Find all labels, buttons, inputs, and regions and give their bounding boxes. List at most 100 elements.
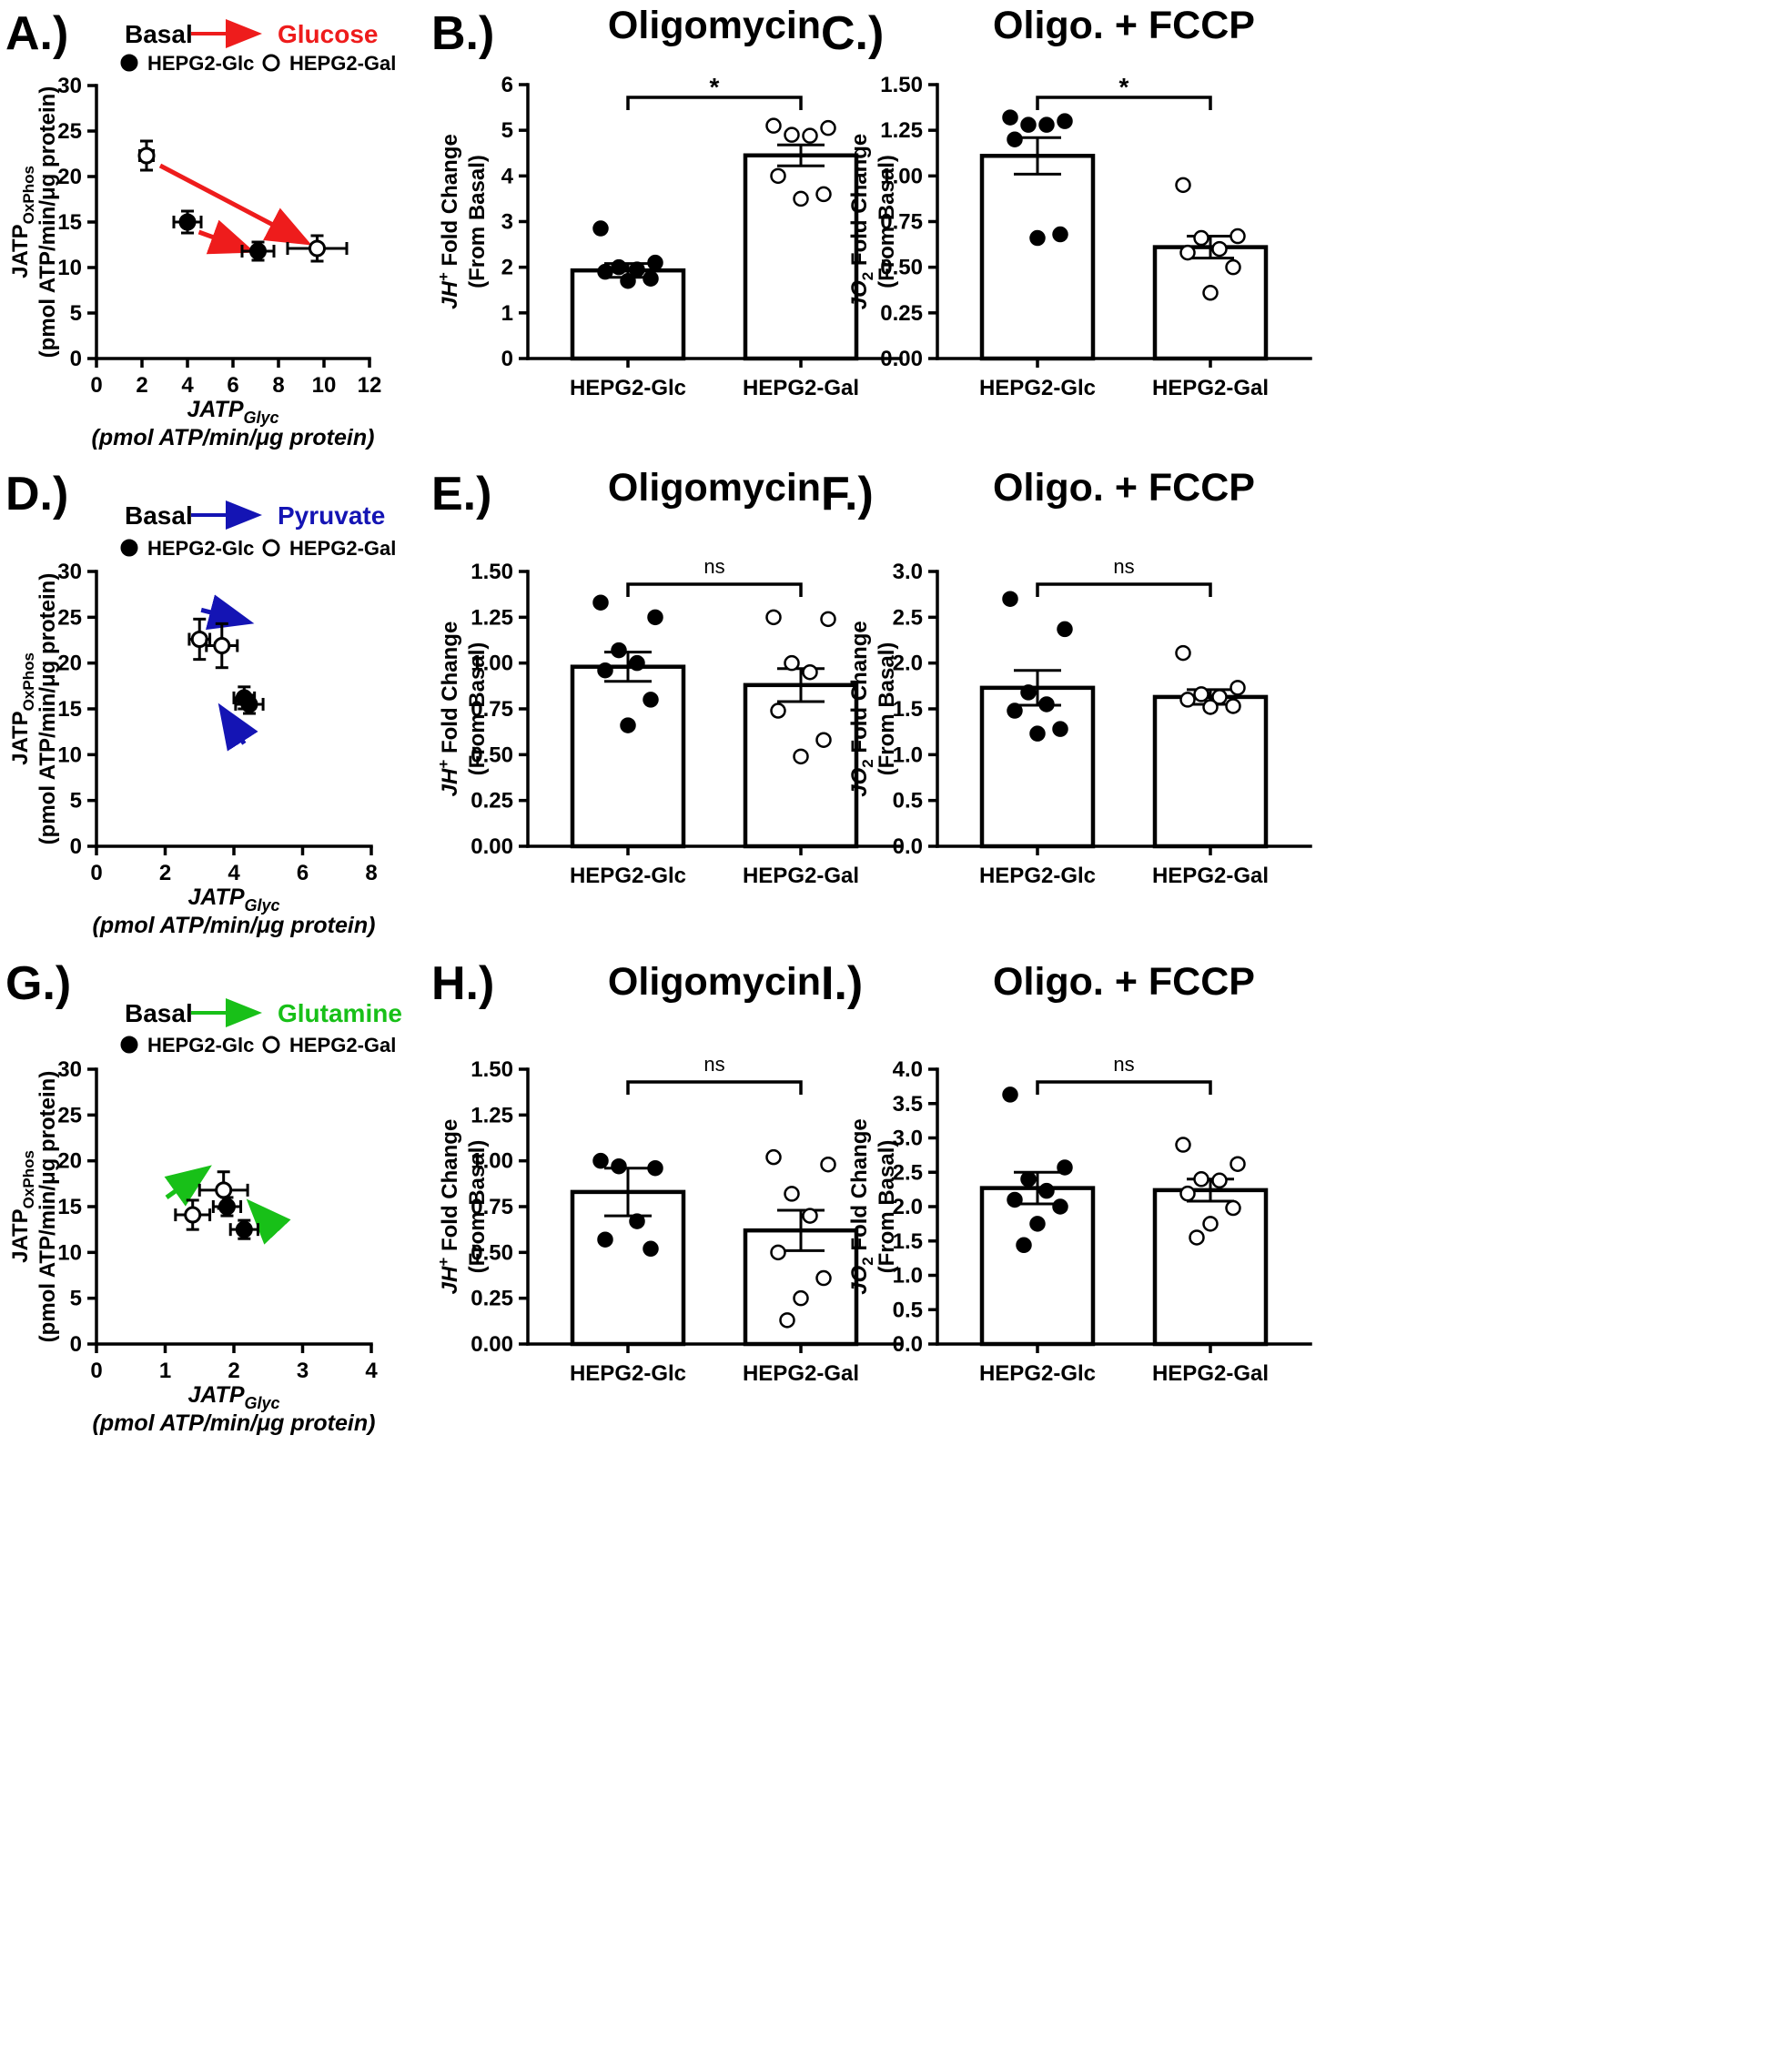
y-tick-label: 6 bbox=[501, 73, 513, 97]
x-tick-label: 2 bbox=[159, 861, 171, 885]
data-point-open bbox=[1179, 244, 1196, 261]
data-point-filled bbox=[1020, 1171, 1037, 1188]
y-tick-label: 25 bbox=[57, 1103, 82, 1127]
y-tick-label: 0 bbox=[70, 347, 82, 371]
y-tick-label: 1.50 bbox=[471, 560, 513, 584]
x-tick-label: HEPG2-Glc bbox=[570, 864, 686, 888]
y-tick-label: 10 bbox=[57, 256, 82, 280]
y-tick-label: 0.75 bbox=[880, 210, 923, 235]
data-point-open bbox=[779, 1312, 795, 1329]
data-point-filled bbox=[1002, 1087, 1018, 1103]
legend-open-marker-icon bbox=[262, 539, 280, 557]
panel-c: C.) Oligo. + FCCP 0.00 0.25 0.50 0.75 1.00 1.25… bbox=[821, 4, 1312, 400]
bar-hepg2-glc bbox=[979, 685, 1096, 849]
y-tick-label: 0.5 bbox=[893, 789, 923, 814]
data-point-open bbox=[820, 611, 836, 628]
significance-bracket bbox=[1036, 582, 1212, 597]
data-point-filled bbox=[620, 717, 636, 733]
legend-filled-marker-icon bbox=[120, 539, 138, 557]
bar-hepg2-glc bbox=[570, 664, 686, 849]
y-tick-label: 2.5 bbox=[893, 605, 923, 630]
data-point-filled bbox=[643, 1240, 659, 1258]
y-tick-label: 1.25 bbox=[471, 605, 513, 630]
panel-label: E.) bbox=[431, 468, 491, 521]
y-tick-label: 2 bbox=[501, 256, 513, 280]
panel-label: G.) bbox=[5, 957, 71, 1010]
y-tick-label: 10 bbox=[57, 743, 82, 767]
bar-hepg2-glc bbox=[979, 154, 1096, 361]
x-tick-label: 8 bbox=[272, 373, 284, 398]
significance-bracket bbox=[626, 582, 803, 597]
data-point-open bbox=[820, 1156, 836, 1173]
y-tick-label: 0.25 bbox=[471, 1287, 513, 1311]
y-tick-label: 3.0 bbox=[893, 1127, 923, 1151]
data-point-filled bbox=[629, 261, 645, 278]
legend-series-filled: HEPG2-Glc bbox=[147, 537, 254, 560]
data-point-open bbox=[765, 1148, 782, 1166]
y-tick-label: 25 bbox=[57, 119, 82, 144]
x-tick-label: 4 bbox=[228, 861, 240, 885]
data-point-open bbox=[1211, 240, 1228, 258]
y-tick-label: 15 bbox=[57, 210, 82, 235]
panel-label: H.) bbox=[431, 957, 494, 1010]
data-point-open bbox=[1175, 177, 1191, 194]
x-tick-label: 6 bbox=[227, 373, 238, 398]
x-tick-label: 1 bbox=[159, 1359, 171, 1383]
data-point-filled bbox=[597, 263, 613, 280]
data-point-open bbox=[1189, 1229, 1205, 1246]
data-point-filled bbox=[1002, 109, 1018, 126]
data-point-open bbox=[1211, 1172, 1228, 1189]
data-point-open bbox=[765, 609, 782, 626]
panel-label: C.) bbox=[821, 7, 884, 60]
data-point-filled bbox=[611, 258, 627, 276]
x-axis-units: (pmol ATP/min/μg protein) bbox=[93, 913, 376, 938]
y-axis-units: (pmol ATP/min/μg protein) bbox=[35, 86, 60, 359]
data-point-open bbox=[1230, 227, 1246, 245]
legend-series-open: HEPG2-Gal bbox=[289, 537, 396, 560]
data-point-filled bbox=[1029, 229, 1046, 247]
panel-f: F.) Oligo. + FCCP 0.0 0.5 1.0 1.5 2.0 2.5 3.0 JO2… bbox=[821, 466, 1312, 888]
y-axis-units: (From Basal) bbox=[465, 642, 490, 776]
x-axis-title: JATPGlyc bbox=[187, 1382, 279, 1412]
legend-open-marker-icon bbox=[262, 1036, 280, 1054]
y-tick-label: 3.5 bbox=[893, 1092, 923, 1117]
transition-arrow bbox=[218, 702, 258, 752]
data-point-open bbox=[793, 1289, 809, 1307]
y-tick-label: 0 bbox=[501, 347, 513, 371]
panel-a: A.) Basal Glucose HEPG2-Glc HEPG2-Gal 0 5 10 15 2… bbox=[5, 7, 396, 450]
data-point-open bbox=[1230, 680, 1246, 696]
significance-label: * bbox=[1119, 73, 1129, 101]
y-tick-label: 30 bbox=[57, 1057, 82, 1082]
x-tick-label: HEPG2-Gal bbox=[743, 1361, 859, 1386]
significance-label: ns bbox=[1113, 555, 1134, 578]
y-tick-label: 5 bbox=[70, 789, 82, 814]
panel-label: D.) bbox=[5, 468, 68, 521]
legend-to-label: Pyruvate bbox=[278, 501, 385, 530]
legend-from-label: Basal bbox=[125, 501, 193, 530]
y-tick-label: 5 bbox=[70, 301, 82, 326]
bar-hepg2-gal bbox=[1152, 1188, 1269, 1347]
x-tick-label: 0 bbox=[90, 1359, 102, 1383]
y-tick-label: 5 bbox=[501, 118, 513, 143]
data-point-filled bbox=[1038, 1182, 1055, 1199]
data-point-open bbox=[213, 637, 231, 655]
legend-series-filled: HEPG2-Glc bbox=[147, 1034, 254, 1056]
y-tick-label: 1.5 bbox=[893, 697, 923, 722]
y-tick-label: 4 bbox=[501, 164, 514, 188]
x-tick-label: HEPG2-Glc bbox=[979, 864, 1096, 888]
y-tick-label: 10 bbox=[57, 1240, 82, 1265]
data-point-filled bbox=[1029, 1216, 1046, 1232]
x-tick-label: HEPG2-Gal bbox=[1152, 376, 1269, 400]
y-tick-label: 20 bbox=[57, 1149, 82, 1174]
data-point-open bbox=[1202, 1216, 1219, 1232]
data-point-open bbox=[1175, 644, 1191, 662]
data-point-filled bbox=[1029, 725, 1046, 742]
data-point-open bbox=[784, 126, 800, 143]
y-axis-units: (From Basal) bbox=[875, 155, 899, 288]
data-point-filled bbox=[597, 662, 613, 679]
data-point-filled bbox=[629, 1213, 645, 1229]
data-point-filled bbox=[611, 642, 627, 659]
y-tick-label: 0.25 bbox=[880, 301, 923, 326]
